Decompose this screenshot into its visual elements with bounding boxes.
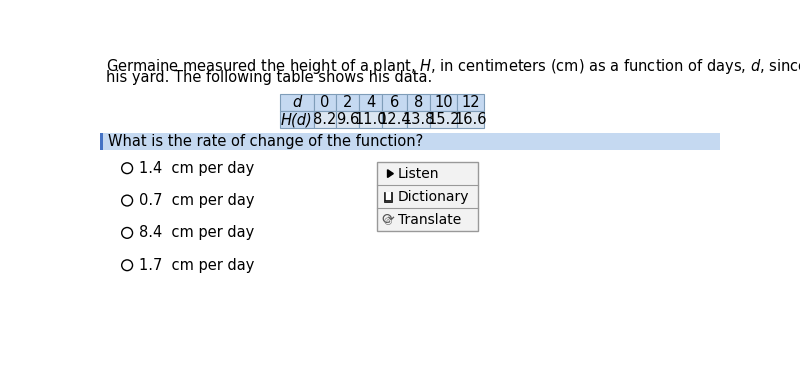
Polygon shape [387,170,394,177]
Bar [314,111,336,128]
Bar [280,111,314,128]
Text: H(d): H(d) [281,112,313,127]
Bar [458,111,485,128]
Text: 4: 4 [366,95,375,110]
Text: 10: 10 [434,95,453,110]
Bar [359,94,382,111]
Bar [407,111,430,128]
Bar [384,192,392,202]
Text: 15.2: 15.2 [427,112,460,127]
Bar [100,133,720,150]
Text: 8.4  cm per day: 8.4 cm per day [138,225,254,241]
Text: 16.6: 16.6 [454,112,487,127]
Text: ⟳: ⟳ [381,212,394,227]
Bar [359,111,382,128]
Bar [386,192,390,200]
Text: Listen: Listen [398,166,439,180]
Text: 12.4: 12.4 [378,112,411,127]
Bar [458,94,485,111]
Bar [430,111,458,128]
Text: Translate: Translate [398,213,461,227]
Text: Germaine measured the height of a plant, $H$, in centimeters (cm) as a function : Germaine measured the height of a plant,… [106,57,800,76]
Bar [336,94,359,111]
Text: What is the rate of change of the function?: What is the rate of change of the functi… [108,134,423,149]
Bar [430,94,458,111]
Text: ◎: ◎ [383,217,392,226]
Text: Dictionary: Dictionary [398,190,469,204]
Bar [314,94,336,111]
Text: 0.7  cm per day: 0.7 cm per day [138,193,254,208]
Bar [382,111,407,128]
Text: 6: 6 [390,95,399,110]
Bar [336,111,359,128]
Text: 9.6: 9.6 [336,112,359,127]
Bar [382,94,407,111]
Bar [280,94,314,111]
Text: 8: 8 [414,95,423,110]
Text: 1.4  cm per day: 1.4 cm per day [138,161,254,176]
Text: 2: 2 [343,95,352,110]
Text: 12: 12 [462,95,480,110]
Text: 13.8: 13.8 [402,112,434,127]
Bar [407,94,430,111]
Text: 11.0: 11.0 [354,112,386,127]
Text: his yard. The following table shows his data.: his yard. The following table shows his … [106,70,433,85]
Text: 1.7  cm per day: 1.7 cm per day [138,258,254,273]
Text: 8.2: 8.2 [314,112,337,127]
Bar [378,162,478,231]
Bar [100,133,103,150]
Text: 0: 0 [321,95,330,110]
Text: d: d [292,95,302,110]
